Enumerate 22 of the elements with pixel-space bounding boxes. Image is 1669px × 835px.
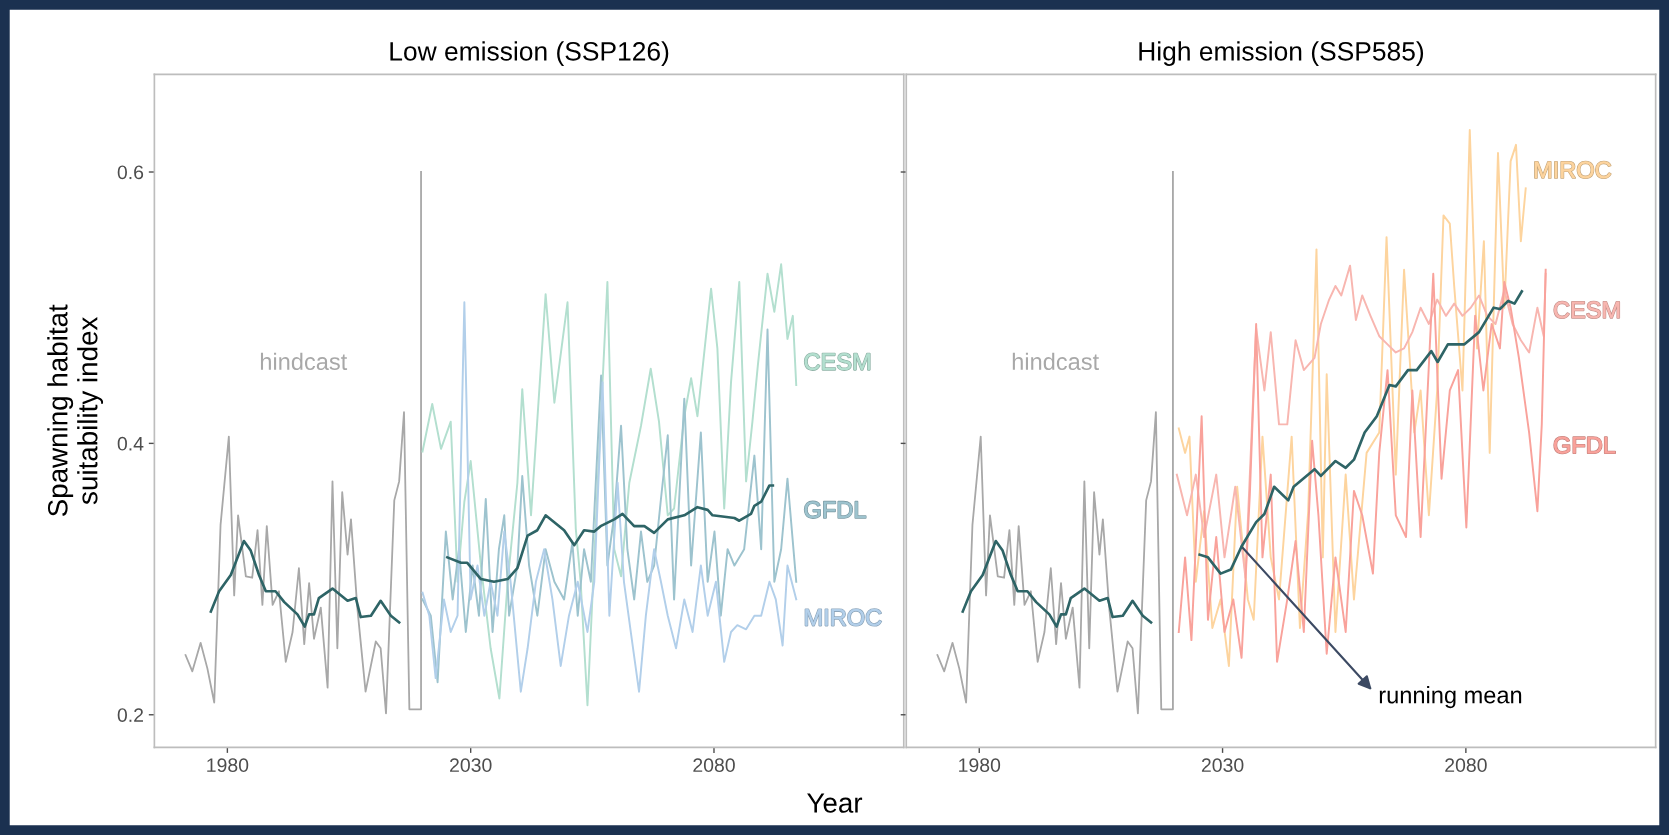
x-tick-label: 2030 (1201, 758, 1244, 773)
text: hindcast (1012, 352, 1099, 371)
chart-title: Low emission (SSP126) (390, 41, 669, 66)
series-label: GFDL (1554, 436, 1616, 454)
x-tick-label: 2030 (450, 758, 492, 773)
text: hindcast (260, 352, 348, 371)
series-label: MIROC (1534, 161, 1611, 179)
y-tick-label: 0.4 (117, 436, 144, 451)
annotation: running mean (1379, 686, 1522, 709)
x-tick-label: 1980 (959, 758, 1001, 773)
x-tick-label: 1980 (207, 758, 249, 773)
series-label: MIROC (805, 609, 882, 626)
x-tick-label: 2080 (1445, 758, 1487, 773)
series-label: CESM (1554, 301, 1620, 319)
chart-title: High emission (SSP585) (1139, 41, 1424, 66)
y-axis-title: Spawning habitat suitability index (47, 304, 104, 517)
x-axis-title: Year (807, 793, 863, 813)
y-tick-label: 0.2 (117, 708, 143, 722)
y-tick-label: 0.6 (117, 165, 144, 180)
series-label: GFDL (804, 501, 866, 519)
series-label: CESM (804, 353, 870, 371)
x-tick-label: 2080 (693, 758, 735, 773)
